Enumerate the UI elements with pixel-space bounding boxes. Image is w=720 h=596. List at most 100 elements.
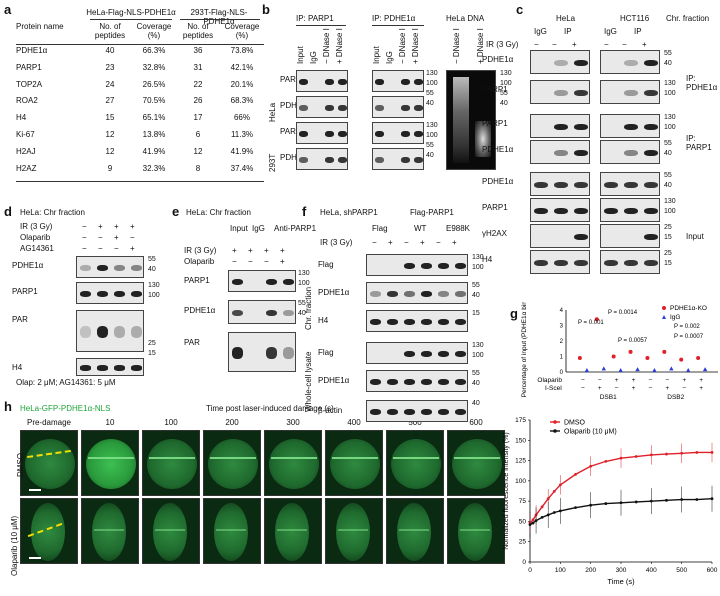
f-row-label: Flag [318, 348, 334, 357]
g-scei-sign: − [649, 385, 653, 392]
blot-band [420, 318, 433, 326]
blot-band [574, 233, 588, 241]
f-ir-sign: − [404, 238, 409, 247]
c-hct116: HCT116 [620, 14, 650, 23]
h-point-dmso [546, 497, 550, 501]
c-row-label: PDHE1α [482, 55, 514, 64]
c-grp-ip-pdhe1a: IP: PDHE1α [686, 74, 718, 92]
c-blot-hct116 [600, 140, 660, 164]
h-timepoint: 500 [408, 418, 422, 427]
blot-band [386, 318, 399, 326]
h-point-dmso [695, 451, 699, 454]
blot-band [79, 290, 92, 298]
h-point-olap [574, 506, 577, 510]
g-point-igg [601, 366, 606, 371]
b-lane-label: − DNase I [398, 28, 407, 64]
e-title: HeLa: Chr fraction [186, 208, 251, 217]
d-cond-sign: + [130, 244, 135, 253]
blot-band [265, 309, 278, 317]
h-point-olap [531, 521, 535, 525]
c-blot-hela [530, 80, 590, 104]
h-nucleus [391, 439, 441, 489]
h-point-olap [528, 523, 532, 527]
e-lane-label: Anti-PARP1 [274, 224, 317, 233]
h-micrograph [81, 498, 139, 564]
blot-band [96, 365, 109, 371]
h-nucleus [147, 439, 197, 489]
h-legend-olap-marker [553, 429, 557, 433]
e-cond-sign: − [232, 257, 237, 266]
blot-band [574, 259, 588, 267]
blot-band [624, 149, 638, 157]
f-ir-sign: + [420, 238, 425, 247]
blot-band [374, 78, 385, 86]
h-micrograph [203, 430, 261, 496]
h-point-dmso [665, 452, 668, 456]
e-row-label: PAR [184, 338, 200, 347]
c-blot-hct116 [600, 80, 660, 104]
blot-band [386, 378, 399, 386]
e-mw: 55 [298, 300, 306, 307]
e-lane-label: IgG [252, 224, 265, 233]
c-blot-hct116 [600, 224, 660, 248]
table-cell: 12 [193, 146, 203, 156]
blot-band [624, 207, 638, 215]
h-nucleus [336, 503, 370, 561]
table-cell: 32.3% [142, 163, 166, 173]
h-scale-bar [29, 489, 41, 491]
b-blot-pdhe1a-ip [372, 70, 424, 92]
b-blot-parp1-ip [296, 148, 348, 170]
b-hela-dna: HeLa DNA [446, 14, 485, 23]
blot-band [554, 149, 568, 157]
blot-band [554, 181, 568, 189]
blot-band [403, 262, 416, 270]
g-scei-sign: − [682, 385, 686, 392]
e-cond-sign: − [248, 257, 253, 266]
blot-band [337, 130, 347, 138]
e-blot [228, 300, 296, 324]
h-nucleus [31, 503, 65, 561]
c-row-label: PARP1 [482, 85, 508, 94]
c-ir-sign: − [622, 40, 627, 49]
blot-band [413, 130, 423, 138]
table-cell: 32.8% [142, 62, 166, 72]
blot-band [454, 262, 467, 270]
blot-band [386, 290, 399, 298]
panel-label-h: h [4, 399, 12, 414]
d-cond-sign: + [114, 233, 119, 242]
h-timepoint: 600 [469, 418, 483, 427]
h-y-tick: 175 [515, 417, 526, 424]
c-blot-hela [530, 50, 590, 74]
b-lane-label: Input [372, 46, 381, 64]
h-legend-dmso-marker [553, 420, 557, 424]
blot-band [624, 89, 638, 97]
blot-band [420, 408, 433, 416]
h-micrograph [386, 498, 444, 564]
f-row-label: PDHE1α [318, 288, 350, 297]
f-row-label: Flag [318, 260, 334, 269]
blot-band [624, 123, 638, 131]
panel-label-c: c [516, 2, 524, 17]
table-cell: 41.9% [142, 146, 166, 156]
b-blot-pdhe1a-ip [372, 96, 424, 118]
blot-band [413, 156, 423, 164]
h-point-olap [604, 502, 608, 505]
g-legend-igg-marker [662, 315, 666, 319]
blot-band [337, 156, 347, 164]
g-point-ko [645, 356, 650, 361]
b-blot-pdhe1a-ip [372, 148, 424, 170]
b-mw: 55 [426, 142, 434, 149]
table-cell: 42.1% [230, 62, 254, 72]
h-micrograph [20, 498, 78, 564]
h-damage-stripe [149, 457, 195, 459]
f-mw: 40 [472, 292, 480, 299]
blot-band [400, 156, 411, 164]
h-x-tick: 500 [676, 567, 687, 574]
h-x-tick: 400 [646, 567, 657, 574]
h-nucleus [458, 503, 492, 561]
b-lane-label: Input [296, 46, 305, 64]
b-mw: 40 [426, 100, 434, 107]
h-y-tick: 100 [515, 478, 526, 485]
d-row-label: PDHE1α [12, 261, 44, 270]
blot-band [534, 181, 548, 189]
